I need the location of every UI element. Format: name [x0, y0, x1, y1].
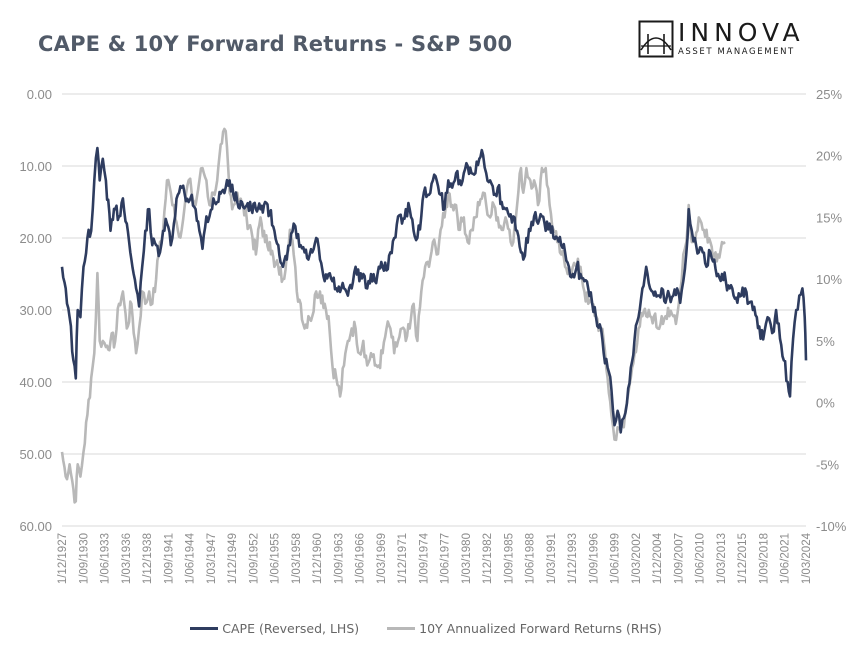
- left-tick-label: 40.00: [19, 375, 52, 390]
- legend-label-returns: 10Y Annualized Forward Returns (RHS): [419, 621, 662, 636]
- left-tick-label: 20.00: [19, 231, 52, 246]
- logo-subtitle: ASSET MANAGEMENT: [678, 47, 795, 57]
- x-tick-label: 1/03/1947: [206, 533, 218, 584]
- legend-item-cape: CAPE (Reversed, LHS): [190, 621, 359, 636]
- left-tick-label: 0.00: [27, 87, 52, 102]
- chart-legend: CAPE (Reversed, LHS) 10Y Annualized Forw…: [0, 618, 852, 636]
- x-tick-label: 1/03/2024: [801, 532, 813, 584]
- x-tick-label: 1/09/2007: [673, 533, 685, 584]
- x-tick-label: 1/03/2013: [716, 533, 728, 584]
- chart-area: 0.00 10.00 20.00 30.00 40.00 50.00 60.00 25% 20…: [19, 87, 847, 584]
- x-tick-label: 1/12/1960: [312, 533, 324, 584]
- x-tick-label: 1/03/2002: [631, 533, 643, 584]
- x-tick-label: 1/06/1966: [355, 533, 367, 584]
- series-line-cape: [60, 146, 808, 434]
- x-tick-label: 1/03/1991: [546, 533, 558, 584]
- x-tick-label: 1/06/1977: [440, 533, 452, 584]
- x-tick-label: 1/09/1941: [163, 533, 175, 584]
- x-tick-label: 1/09/1963: [333, 533, 345, 584]
- x-tick-label: 1/06/1944: [185, 532, 197, 584]
- x-tick-label: 1/06/1933: [100, 533, 112, 584]
- left-tick-label: 50.00: [19, 447, 52, 462]
- left-tick-label: 10.00: [19, 159, 52, 174]
- x-tick-label: 1/12/1949: [227, 533, 239, 584]
- x-tick-label: 1/09/1985: [503, 533, 515, 584]
- bridge-logo-icon: [638, 20, 674, 58]
- x-tick-label: 1/06/2010: [695, 533, 707, 584]
- x-tick-label: 1/12/2004: [652, 532, 664, 584]
- series-line-returns: [60, 127, 726, 504]
- chart-title: CAPE & 10Y Forward Returns - S&P 500: [38, 32, 513, 56]
- left-tick-label: 60.00: [19, 519, 52, 534]
- x-tick-label: 1/12/1982: [482, 533, 494, 584]
- right-tick-label: 25%: [816, 87, 842, 102]
- right-tick-label: 15%: [816, 210, 842, 225]
- x-tick-label: 1/12/1927: [57, 533, 69, 584]
- legend-swatch-cape: [190, 627, 219, 630]
- left-tick-label: 30.00: [19, 303, 52, 318]
- x-tick-label: 1/03/1936: [121, 533, 133, 584]
- right-tick-label: 20%: [816, 149, 842, 164]
- x-tick-label: 1/06/2021: [780, 533, 792, 584]
- x-tick-label: 1/12/1938: [142, 533, 154, 584]
- x-tick-label: 1/09/2018: [758, 533, 770, 584]
- right-tick-label: 10%: [816, 272, 842, 287]
- x-tick-label: 1/09/1930: [78, 533, 90, 584]
- x-tick-label: 1/06/1999: [610, 533, 622, 584]
- x-tick-label: 1/09/1996: [588, 533, 600, 584]
- right-tick-label: 0%: [816, 396, 835, 411]
- x-tick-label: 1/03/1969: [376, 533, 388, 584]
- legend-swatch-returns: [387, 627, 416, 630]
- x-tick-label: 1/06/1955: [270, 533, 282, 584]
- company-logo: INNOVA ASSET MANAGEMENT: [638, 18, 818, 62]
- x-tick-label: 1/06/1988: [525, 533, 537, 584]
- x-tick-label: 1/09/1952: [248, 533, 260, 584]
- x-tick-label: 1/12/2015: [737, 533, 749, 584]
- right-tick-label: 5%: [816, 334, 835, 349]
- x-tick-label: 1/03/1980: [461, 533, 473, 584]
- x-tick-label: 1/12/1993: [567, 533, 579, 584]
- x-tick-label: 1/03/1958: [291, 533, 303, 584]
- x-tick-label: 1/09/1974: [418, 532, 430, 584]
- legend-item-returns: 10Y Annualized Forward Returns (RHS): [387, 621, 662, 636]
- right-tick-label: -10%: [816, 519, 847, 534]
- x-tick-label: 1/12/1971: [397, 533, 409, 584]
- legend-label-cape: CAPE (Reversed, LHS): [222, 621, 360, 636]
- right-tick-label: -5%: [816, 457, 840, 472]
- logo-name: INNOVA: [678, 18, 805, 47]
